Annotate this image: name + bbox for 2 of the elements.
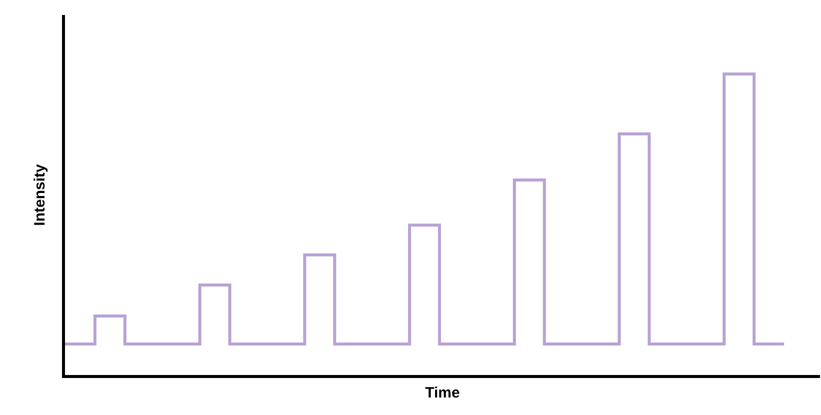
- y-axis-title: Intensity: [31, 164, 48, 226]
- x-axis-title: Time: [425, 384, 460, 402]
